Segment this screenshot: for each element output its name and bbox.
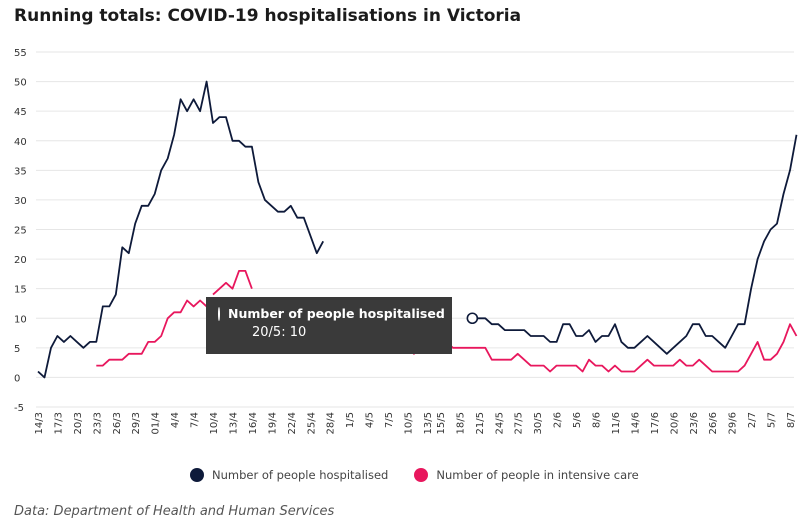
series-line-hospitalised xyxy=(37,80,324,379)
tooltip-value: 20/5: 10 xyxy=(252,325,307,340)
legend-item-hospitalised[interactable]: Number of people hospitalised xyxy=(190,468,388,482)
chart-tooltip: Number of people hospitalised 20/5: 10 xyxy=(206,297,452,354)
tooltip-series-dot xyxy=(218,306,220,321)
x-tick-label: 25/4 xyxy=(306,412,317,434)
x-tick-label: 30/5 xyxy=(533,412,544,434)
x-tick-label: 7/4 xyxy=(190,412,201,428)
x-tick-label: 5/7 xyxy=(767,412,778,428)
y-axis: -5 0 5 10 15 20 25 30 35 40 45 50 55 xyxy=(14,48,27,414)
y-tick-label: 15 xyxy=(14,285,27,296)
x-tick-label: 23/3 xyxy=(92,412,103,434)
y-tick-label: 10 xyxy=(14,314,27,325)
x-tick-label: 29/3 xyxy=(131,412,142,434)
x-tick-label: 21/5 xyxy=(475,412,486,434)
x-tick-label: 10/4 xyxy=(209,412,220,434)
y-tick-label: 5 xyxy=(14,344,20,355)
x-tick-label: 27/5 xyxy=(514,412,525,434)
legend-label-hospitalised: Number of people hospitalised xyxy=(212,468,389,482)
x-tick-label: 15/5 xyxy=(436,412,447,434)
series-line-intensive-care xyxy=(393,323,798,373)
y-tick-label: 20 xyxy=(14,255,27,266)
x-tick-label: 20/3 xyxy=(73,412,84,434)
series-line-intensive-care xyxy=(212,269,253,296)
x-tick-label: 5/6 xyxy=(572,412,583,428)
tooltip-point xyxy=(466,312,479,325)
x-tick-label: 4/4 xyxy=(170,412,181,428)
x-tick-label: 16/4 xyxy=(248,412,259,434)
chart-source: Data: Department of Health and Human Ser… xyxy=(14,504,335,519)
x-tick-label: 01/4 xyxy=(151,412,162,434)
line-chart: -5 0 5 10 15 20 25 30 35 40 45 50 55 14/3 17/3 20/3 23/… xyxy=(14,48,798,434)
chart-legend: Number of people hospitalised Number of … xyxy=(190,468,639,482)
x-tick-label: 10/5 xyxy=(404,412,415,434)
x-tick-label: 13/4 xyxy=(228,412,239,434)
x-tick-label: 14/3 xyxy=(34,412,45,434)
legend-item-intensive-care[interactable]: Number of people in intensive care xyxy=(414,468,639,482)
x-tick-label: 14/6 xyxy=(630,412,641,434)
x-tick-label: 2/7 xyxy=(747,412,758,428)
y-tick-label: 25 xyxy=(14,226,27,237)
x-tick-label: 20/6 xyxy=(669,412,680,434)
x-tick-label: 17/3 xyxy=(53,412,64,434)
y-tick-label: 40 xyxy=(14,137,27,148)
x-tick-label: 26/3 xyxy=(112,412,123,434)
x-tick-label: 7/5 xyxy=(384,412,395,428)
x-tick-label: 28/4 xyxy=(326,412,337,434)
x-tick-label: 26/6 xyxy=(708,412,719,434)
y-tick-label: 0 xyxy=(14,373,20,384)
x-tick-label: 13/5 xyxy=(423,412,434,434)
x-tick-label: 22/4 xyxy=(287,412,298,434)
x-tick-label: 1/5 xyxy=(345,412,356,428)
series-line-hospitalised xyxy=(472,134,798,355)
y-tick-label: -5 xyxy=(14,403,24,414)
y-tick-label: 55 xyxy=(14,48,27,59)
y-tick-label: 35 xyxy=(14,166,27,177)
x-tick-label: 11/6 xyxy=(611,412,622,434)
x-tick-label: 24/5 xyxy=(494,412,505,434)
x-tick-label: 19/4 xyxy=(267,412,278,434)
series-line-intensive-care xyxy=(96,299,208,367)
tooltip-marker xyxy=(466,312,479,325)
x-tick-label: 23/6 xyxy=(689,412,700,434)
tooltip-series-label: Number of people hospitalised xyxy=(228,306,445,321)
chart-title: Running totals: COVID-19 hospitalisation… xyxy=(14,6,522,26)
legend-label-intensive-care: Number of people in intensive care xyxy=(436,468,639,482)
series-lines xyxy=(37,80,798,379)
y-tick-label: 30 xyxy=(14,196,27,207)
x-axis: 14/3 17/3 20/3 23/3 26/3 29/3 01/4 4/4 7/4 10/4 13… xyxy=(34,412,797,434)
x-tick-label: 29/6 xyxy=(728,412,739,434)
x-tick-label: 8/6 xyxy=(592,412,603,428)
x-tick-label: 8/7 xyxy=(786,412,797,428)
y-tick-label: 50 xyxy=(14,78,27,89)
y-tick-label: 45 xyxy=(14,107,27,118)
x-tick-label: 4/5 xyxy=(365,412,376,428)
x-tick-label: 2/6 xyxy=(553,412,564,428)
legend-dot-hospitalised xyxy=(190,468,204,482)
legend-dot-intensive-care xyxy=(414,468,429,482)
x-tick-label: 18/5 xyxy=(455,412,466,434)
x-tick-label: 17/6 xyxy=(650,412,661,434)
